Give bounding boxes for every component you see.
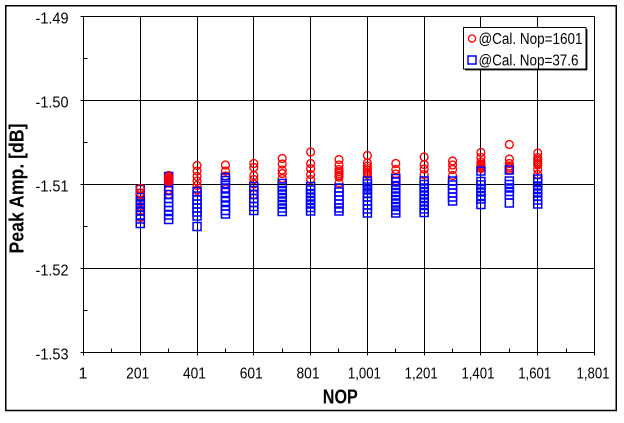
svg-text:1,201: 1,201 [405, 365, 438, 382]
svg-text:-1.53: -1.53 [36, 347, 69, 364]
svg-text:@Cal. Nop=37.6: @Cal. Nop=37.6 [479, 53, 579, 70]
svg-text:-1.52: -1.52 [36, 263, 69, 280]
svg-text:1,401: 1,401 [461, 365, 494, 382]
svg-text:601: 601 [240, 365, 263, 382]
svg-text:1,001: 1,001 [348, 365, 381, 382]
svg-text:401: 401 [183, 365, 206, 382]
svg-text:Peak Amp. [dB]: Peak Amp. [dB] [7, 124, 29, 254]
svg-text:201: 201 [126, 365, 149, 382]
svg-text:801: 801 [297, 365, 320, 382]
svg-text:1,801: 1,801 [577, 365, 610, 382]
svg-text:NOP: NOP [323, 387, 358, 409]
svg-text:1: 1 [79, 365, 88, 382]
svg-text:-1.50: -1.50 [36, 95, 69, 112]
svg-text:1,601: 1,601 [518, 365, 551, 382]
svg-text:@Cal. Nop=1601: @Cal. Nop=1601 [479, 31, 583, 48]
svg-text:-1.51: -1.51 [36, 179, 69, 196]
svg-text:-1.49: -1.49 [36, 11, 69, 28]
